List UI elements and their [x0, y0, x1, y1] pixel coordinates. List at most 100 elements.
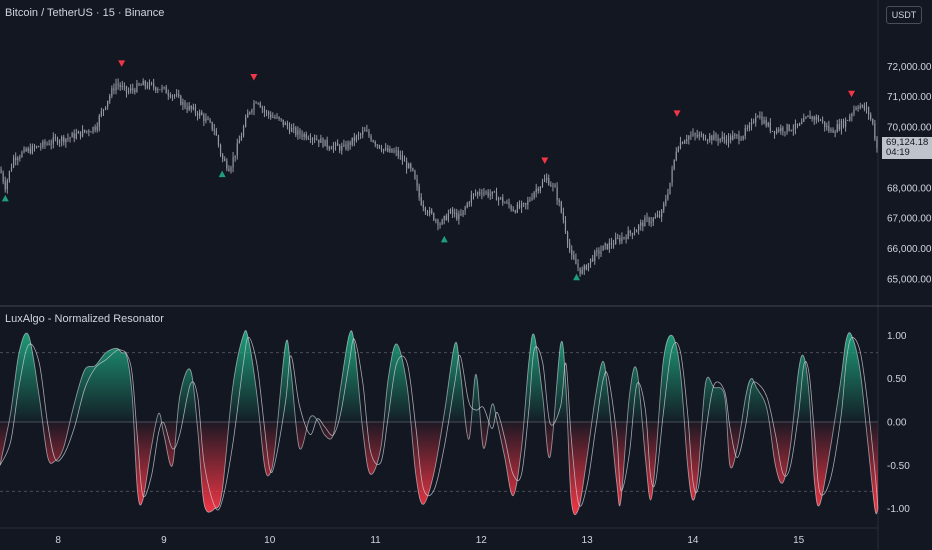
candle-body — [132, 88, 134, 90]
candle-body — [339, 145, 341, 151]
candle-body — [100, 111, 102, 116]
candle-body — [293, 127, 295, 129]
candle-body — [322, 138, 324, 147]
candle-body — [784, 131, 786, 133]
candle-body — [518, 204, 521, 208]
candle-body — [556, 187, 558, 201]
candle-body — [240, 135, 243, 141]
candle-body — [282, 119, 284, 125]
candle-body — [671, 168, 673, 183]
candle-body — [58, 141, 61, 144]
candle-body — [543, 179, 546, 182]
candle-body — [424, 207, 427, 212]
candle-body — [211, 121, 213, 130]
candle-body — [270, 114, 272, 118]
candle-body — [502, 197, 504, 203]
candle-body — [92, 127, 94, 132]
candle-body — [610, 242, 613, 245]
candle-body — [769, 122, 771, 131]
candle-body — [855, 107, 857, 110]
candle-body — [778, 129, 780, 132]
candle-body — [512, 209, 514, 211]
candle-body — [247, 113, 249, 118]
candle-body — [422, 204, 424, 208]
candle-body — [514, 210, 516, 213]
candle-body — [558, 200, 560, 203]
candle-body — [443, 215, 445, 220]
candle-body — [328, 146, 330, 149]
candle-body — [12, 157, 15, 168]
time-tick-label: 9 — [161, 535, 167, 546]
candle-body — [642, 222, 644, 227]
candle-body — [719, 138, 721, 141]
candle-body — [2, 172, 4, 182]
candle-body — [265, 111, 268, 113]
candle-body — [755, 116, 757, 123]
countdown-timer: 04:19 — [886, 147, 910, 158]
time-tick-label: 8 — [55, 535, 61, 546]
candle-body — [562, 212, 564, 221]
candle-body — [207, 118, 209, 120]
candle-body — [548, 177, 550, 186]
candle-body — [696, 134, 698, 137]
currency-button[interactable]: USDT — [886, 6, 922, 24]
candle-body — [842, 120, 845, 127]
candle-body — [186, 107, 188, 110]
candle-body — [872, 118, 874, 124]
candle-body — [102, 109, 105, 112]
candle-body — [67, 138, 69, 139]
candle-body — [94, 127, 96, 131]
candle-body — [849, 116, 851, 121]
candle-body — [163, 87, 165, 88]
candle-body — [497, 198, 500, 201]
candle-body — [646, 217, 648, 219]
candle-body — [734, 134, 736, 136]
candle-body — [136, 83, 138, 92]
candle-body — [242, 126, 245, 136]
candle-body — [700, 134, 702, 135]
candle-body — [81, 129, 84, 137]
candle-body — [600, 250, 602, 254]
candle-body — [516, 204, 518, 213]
candle-body — [583, 265, 585, 271]
candle-body — [90, 131, 92, 133]
candle-body — [222, 154, 224, 159]
candle-body — [474, 193, 477, 195]
candle-body — [0, 169, 2, 173]
symbol-title[interactable]: Bitcoin / TetherUS · 15 · Binance — [5, 7, 165, 19]
candle-body — [688, 136, 690, 140]
candle-body — [353, 137, 355, 141]
candle-body — [182, 101, 184, 105]
candle-body — [844, 120, 847, 127]
candle-body — [249, 111, 251, 114]
candle-body — [414, 170, 416, 180]
candle-body — [437, 219, 439, 226]
oscillator-tick-label: -0.50 — [887, 461, 910, 472]
candle-body — [458, 213, 460, 220]
indicator-title[interactable]: LuxAlgo - Normalized Resonator — [5, 313, 164, 325]
candle-body — [493, 191, 495, 193]
time-tick-label: 13 — [582, 535, 594, 546]
candle-body — [148, 82, 151, 88]
candle-body — [520, 203, 523, 208]
candle-body — [113, 88, 115, 91]
candle-body — [217, 135, 220, 145]
candle-body — [552, 185, 554, 187]
candle-body — [115, 83, 117, 91]
candle-body — [307, 138, 309, 140]
candle-body — [629, 230, 631, 234]
candle-body — [573, 254, 575, 259]
candle-body — [748, 125, 751, 129]
candle-body — [730, 136, 732, 141]
candle-body — [311, 138, 314, 140]
candle-body — [412, 168, 414, 171]
candle-body — [347, 142, 349, 150]
candle-body — [456, 212, 458, 220]
candle-body — [127, 90, 130, 93]
oscillator-tick-label: 0.00 — [887, 418, 907, 429]
candle-body — [17, 158, 19, 161]
time-tick-label: 11 — [370, 535, 381, 546]
candle-body — [334, 143, 337, 146]
candle-body — [654, 216, 656, 219]
